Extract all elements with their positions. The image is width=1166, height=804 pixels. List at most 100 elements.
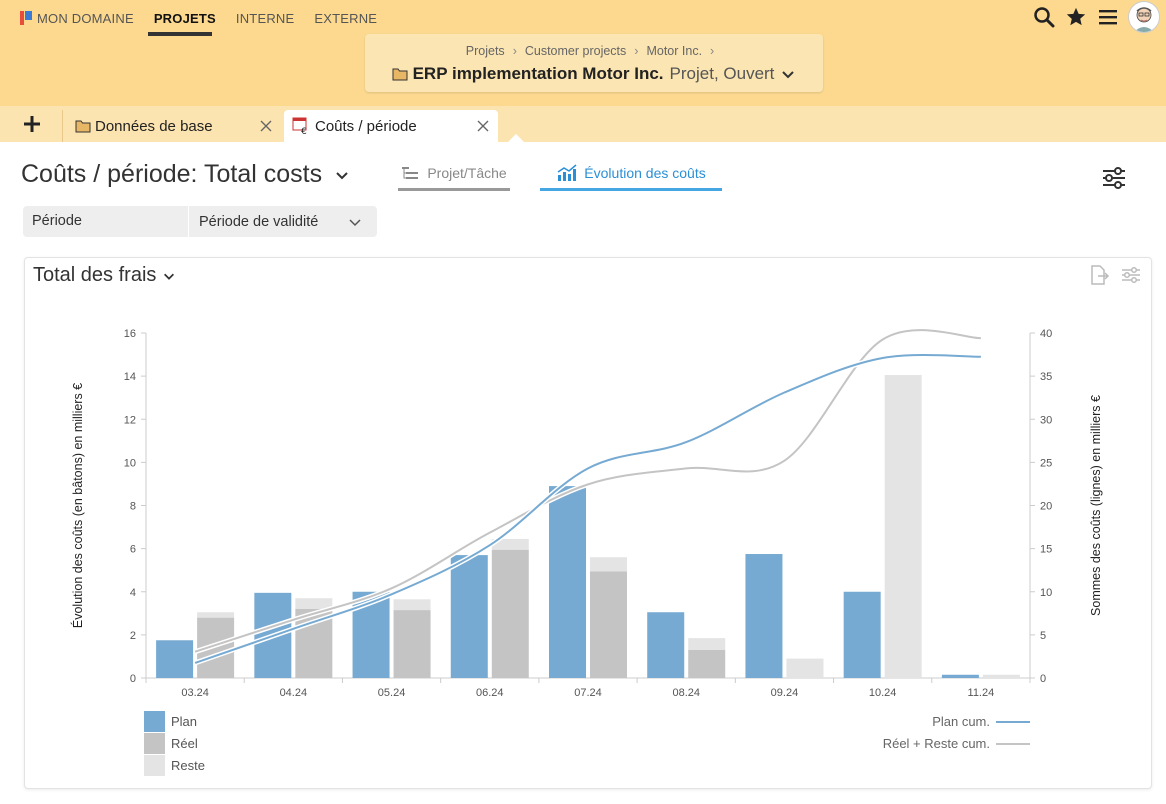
line-plan-cum	[194, 354, 981, 664]
x-tick-label: 11.24	[968, 687, 995, 699]
panel-settings-icon[interactable]	[1120, 264, 1142, 286]
project-name: ERP implementation Motor Inc.	[412, 64, 664, 83]
y-tick-label-left: 2	[130, 630, 136, 642]
legend-label: Reste	[171, 758, 205, 773]
y-tick-label-left: 14	[124, 371, 136, 383]
top-icons	[1024, 0, 1166, 34]
settings-sliders-icon[interactable]	[1100, 164, 1128, 192]
bar-reste	[393, 599, 431, 611]
y-tick-label-left: 6	[130, 544, 136, 556]
view-tab-label: Évolution des coûts	[584, 165, 706, 181]
x-tick-label: 06.24	[476, 687, 504, 699]
legend-swatch	[144, 733, 165, 754]
line-reel-cum	[194, 329, 981, 653]
tab-strip: Données de base € Coûts / période	[0, 106, 1166, 142]
chevron-down-icon[interactable]	[334, 167, 350, 183]
nav-interne[interactable]: INTERNE	[236, 11, 294, 26]
bar-reste	[982, 674, 1020, 678]
tab-notch	[508, 134, 524, 142]
close-icon[interactable]	[259, 119, 273, 133]
nav-label: PROJETS	[153, 10, 216, 26]
bar-plan	[156, 640, 194, 678]
tab-couts-periode[interactable]: € Coûts / période	[284, 110, 498, 142]
plus-icon	[24, 116, 40, 132]
export-icon[interactable]	[1088, 264, 1110, 286]
add-tab-button[interactable]	[20, 112, 44, 136]
tab-label: Coûts / période	[315, 117, 417, 135]
bar-reel	[688, 649, 726, 678]
cost-period-icon: €	[292, 117, 307, 135]
x-tick-label: 09.24	[771, 687, 799, 699]
bar-reste	[197, 612, 235, 618]
main-nav: MON DOMAINE PROJETS INTERNE EXTERNE	[20, 0, 397, 36]
y-tick-label-right: 0	[1040, 673, 1046, 685]
legend-reel-cum: Réel + Reste cum.	[883, 736, 1030, 751]
bar-plan	[549, 486, 586, 678]
nav-mon-domaine[interactable]: MON DOMAINE	[20, 11, 134, 26]
view-tab-projet-tache[interactable]: Projet/Tâche	[398, 158, 510, 191]
avatar[interactable]	[1128, 1, 1160, 33]
search-icon[interactable]	[1032, 5, 1056, 29]
nav-label: EXTERNE	[314, 10, 378, 26]
project-title[interactable]: ERP implementation Motor Inc. Projet, Ou…	[365, 64, 823, 84]
project-state: Projet, Ouvert	[669, 64, 775, 83]
y-tick-label-right: 10	[1040, 587, 1052, 599]
legend-swatch	[144, 755, 165, 776]
breadcrumb: Projets › Customer projects › Motor Inc. ›	[465, 44, 715, 58]
y-tick-label-left: 12	[124, 414, 136, 426]
y-tick-label-left: 16	[124, 328, 136, 340]
view-tab-evolution-couts[interactable]: Évolution des coûts	[540, 158, 722, 191]
app-logo-icon	[20, 11, 32, 25]
breadcrumb-item[interactable]: Customer projects	[524, 44, 627, 58]
x-tick-label: 08.24	[672, 687, 700, 699]
nav-label: MON DOMAINE	[37, 10, 134, 26]
y-axis-label-right: Sommes des coûts (lignes) en milliers €	[1089, 395, 1103, 616]
tab-label: Données de base	[95, 117, 213, 135]
bar-plan	[745, 554, 783, 678]
x-tick-label: 04.24	[280, 687, 308, 699]
x-tick-label: 10.24	[869, 687, 897, 699]
page-title[interactable]: Coûts / période: Total costs	[21, 160, 350, 189]
legend-label: Réel	[171, 736, 198, 751]
bar-reste	[491, 538, 529, 550]
chevron-down-icon[interactable]	[162, 269, 176, 283]
y-tick-label-right: 20	[1040, 501, 1052, 513]
bar-plan	[941, 674, 979, 678]
tree-list-icon	[402, 167, 419, 179]
legend-label: Plan	[171, 714, 198, 729]
svg-text:€: €	[301, 127, 307, 135]
legend-reste: Reste	[144, 755, 205, 776]
legend-line	[996, 720, 1030, 723]
star-icon[interactable]	[1064, 5, 1088, 29]
cost-chart: 0 2 4 6 8 10 12 14 16 0 5 10 15 20 25 30 35 40 Évolution d…	[70, 327, 1103, 699]
nav-projets[interactable]: PROJETS	[154, 11, 216, 26]
filter-label: Période	[23, 206, 189, 237]
y-tick-label-right: 25	[1040, 457, 1052, 469]
breadcrumb-item[interactable]: Motor Inc.	[646, 44, 703, 58]
y-tick-label-left: 0	[130, 673, 136, 685]
nav-active-indicator	[148, 32, 212, 36]
bar-reste	[884, 375, 922, 678]
breadcrumb-card: Projets › Customer projects › Motor Inc. › ER…	[365, 34, 823, 92]
period-filter[interactable]: Période Période de validité	[23, 206, 377, 237]
panel-icons	[1088, 264, 1142, 286]
filter-value[interactable]: Période de validité	[199, 213, 319, 230]
y-tick-label-right: 30	[1040, 414, 1052, 426]
menu-icon[interactable]	[1096, 5, 1120, 29]
bar-reste	[786, 658, 824, 678]
legend-plan: Plan	[144, 711, 197, 732]
close-icon[interactable]	[476, 119, 490, 133]
panel-title[interactable]: Total des frais	[33, 264, 176, 287]
y-tick-label-right: 35	[1040, 371, 1052, 383]
folder-icon	[392, 68, 408, 81]
breadcrumb-item[interactable]: Projets	[465, 44, 505, 58]
chevron-down-icon[interactable]	[780, 66, 796, 82]
y-tick-label-left: 8	[130, 501, 136, 513]
chevron-down-icon[interactable]	[347, 214, 363, 230]
nav-externe[interactable]: EXTERNE	[314, 11, 377, 26]
legend-label: Plan cum.	[932, 714, 990, 729]
x-tick-label: 03.24	[181, 687, 209, 699]
tab-donnees-de-base[interactable]: Données de base	[62, 110, 281, 142]
legend-label: Réel + Reste cum.	[882, 736, 990, 751]
x-tick-label: 07.24	[574, 687, 602, 699]
